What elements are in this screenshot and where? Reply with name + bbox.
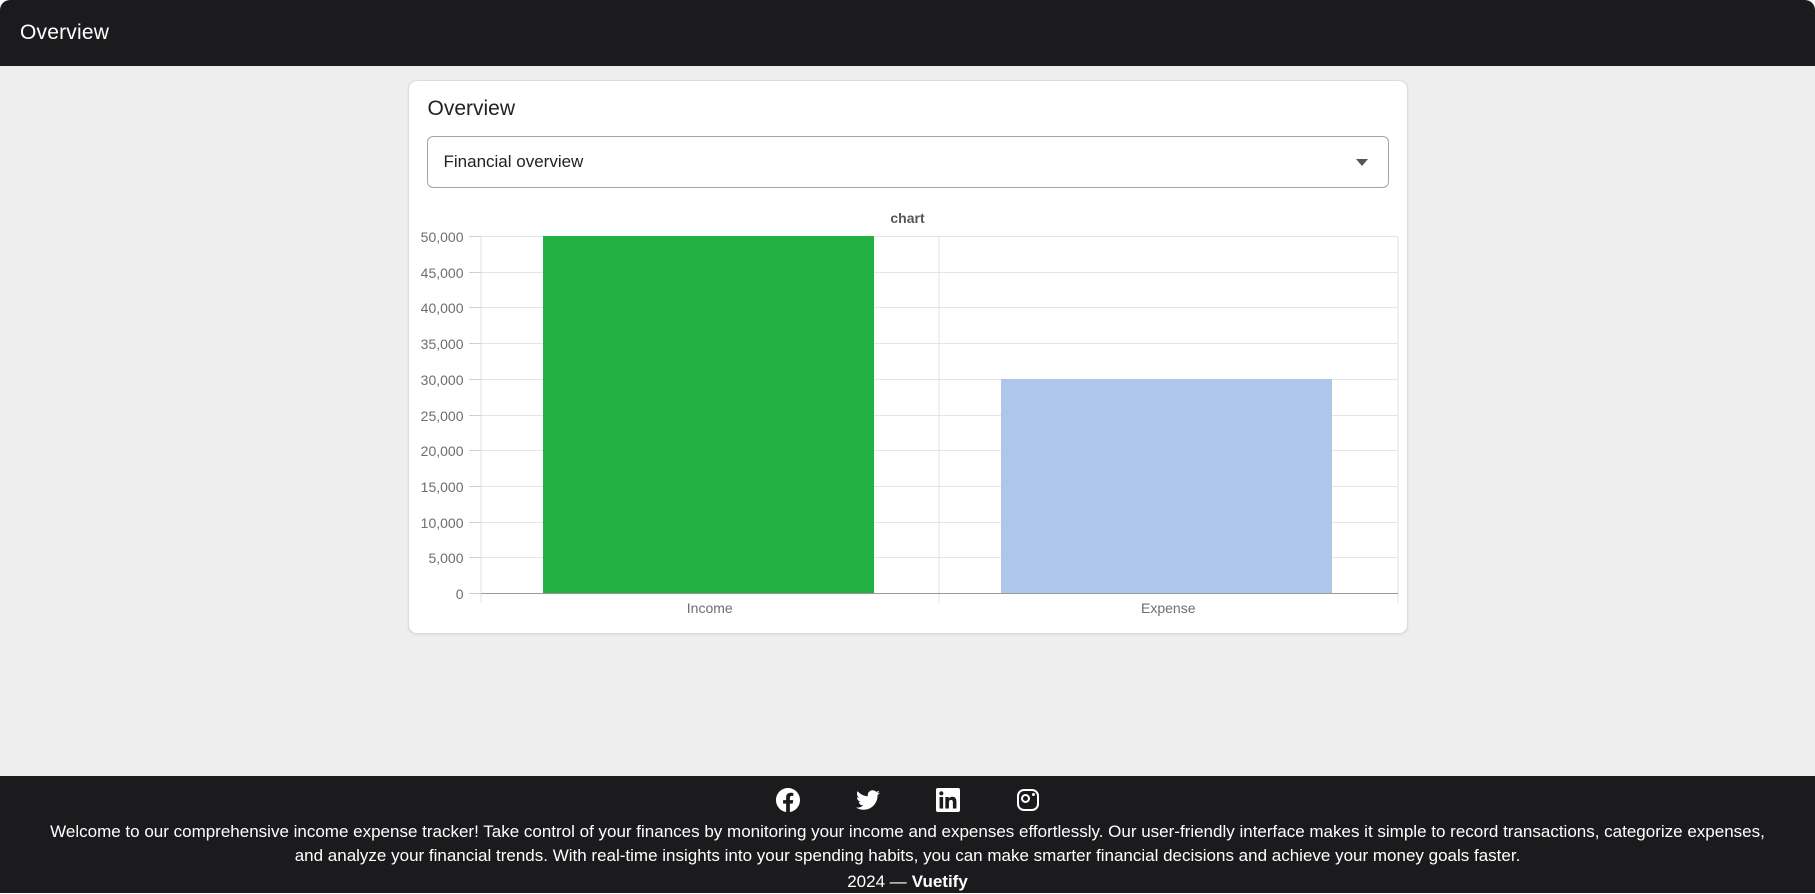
y-axis-tick xyxy=(468,450,481,452)
column-gridline xyxy=(1397,237,1398,603)
y-axis-tick xyxy=(468,343,481,345)
column-gridline xyxy=(938,237,940,603)
y-axis-tick xyxy=(468,307,481,309)
chart-plot xyxy=(480,236,1398,603)
x-axis-label: Expense xyxy=(1141,600,1196,616)
copyright-year: 2024 — xyxy=(847,872,907,891)
bar-chart: chart 0 5,000 10,000 15,000 20,000 25,000 30,0… xyxy=(409,211,1407,618)
facebook-icon[interactable] xyxy=(775,788,800,813)
chart-type-select[interactable]: Financial overview xyxy=(426,136,1389,188)
y-axis-tick xyxy=(468,378,481,380)
social-links xyxy=(0,787,1815,813)
y-axis-label: 15,000 xyxy=(420,478,464,495)
y-axis-tick xyxy=(468,521,481,523)
chart-y-axis: 0 5,000 10,000 15,000 20,000 25,000 30,000 35,0… xyxy=(420,230,481,601)
brand-name: Vuetify xyxy=(911,872,968,891)
overview-card: Overview Financial overview chart 0 5,000… xyxy=(407,80,1408,634)
linkedin-icon[interactable] xyxy=(935,788,960,813)
gridline xyxy=(480,236,1398,237)
y-axis-tick xyxy=(468,271,481,273)
twitter-icon[interactable] xyxy=(855,788,880,813)
y-axis-tick xyxy=(468,236,481,237)
y-axis-tick xyxy=(468,593,481,594)
y-axis-label: 45,000 xyxy=(420,264,464,281)
footer: Welcome to our comprehensive income expe… xyxy=(0,776,1815,893)
app-bar-title: Overview xyxy=(20,21,110,44)
chart-x-axis: Income Expense xyxy=(481,594,1398,618)
y-axis-label: 25,000 xyxy=(420,407,464,424)
app-bar: Overview xyxy=(0,0,1815,66)
y-axis-label: 35,000 xyxy=(420,336,464,353)
y-axis-tick xyxy=(468,557,481,559)
y-axis-label: 20,000 xyxy=(420,443,464,460)
footer-description: Welcome to our comprehensive income expe… xyxy=(50,822,1765,865)
x-axis-label: Income xyxy=(686,600,733,616)
footer-copyright: 2024 — Vuetify xyxy=(0,869,1815,894)
chart-title: chart xyxy=(890,210,925,226)
y-axis-label: 5,000 xyxy=(428,550,464,567)
y-axis-label: 0 xyxy=(455,586,464,602)
gridline xyxy=(480,593,1398,594)
y-axis-label: 30,000 xyxy=(420,371,464,388)
card-title: Overview xyxy=(427,97,516,120)
select-value: Financial overview xyxy=(443,152,584,171)
y-axis-label: 50,000 xyxy=(420,229,464,245)
bar-expense xyxy=(1001,378,1333,593)
instagram-icon[interactable] xyxy=(1015,788,1040,813)
bar-income xyxy=(542,236,874,593)
y-axis-tick xyxy=(468,414,481,416)
y-axis-label: 40,000 xyxy=(420,300,464,317)
y-axis-tick xyxy=(468,485,481,487)
column-gridline xyxy=(480,237,481,603)
main-content: Overview Financial overview chart 0 5,000… xyxy=(0,66,1815,776)
chevron-down-icon xyxy=(1355,159,1368,166)
y-axis-label: 10,000 xyxy=(420,514,464,531)
